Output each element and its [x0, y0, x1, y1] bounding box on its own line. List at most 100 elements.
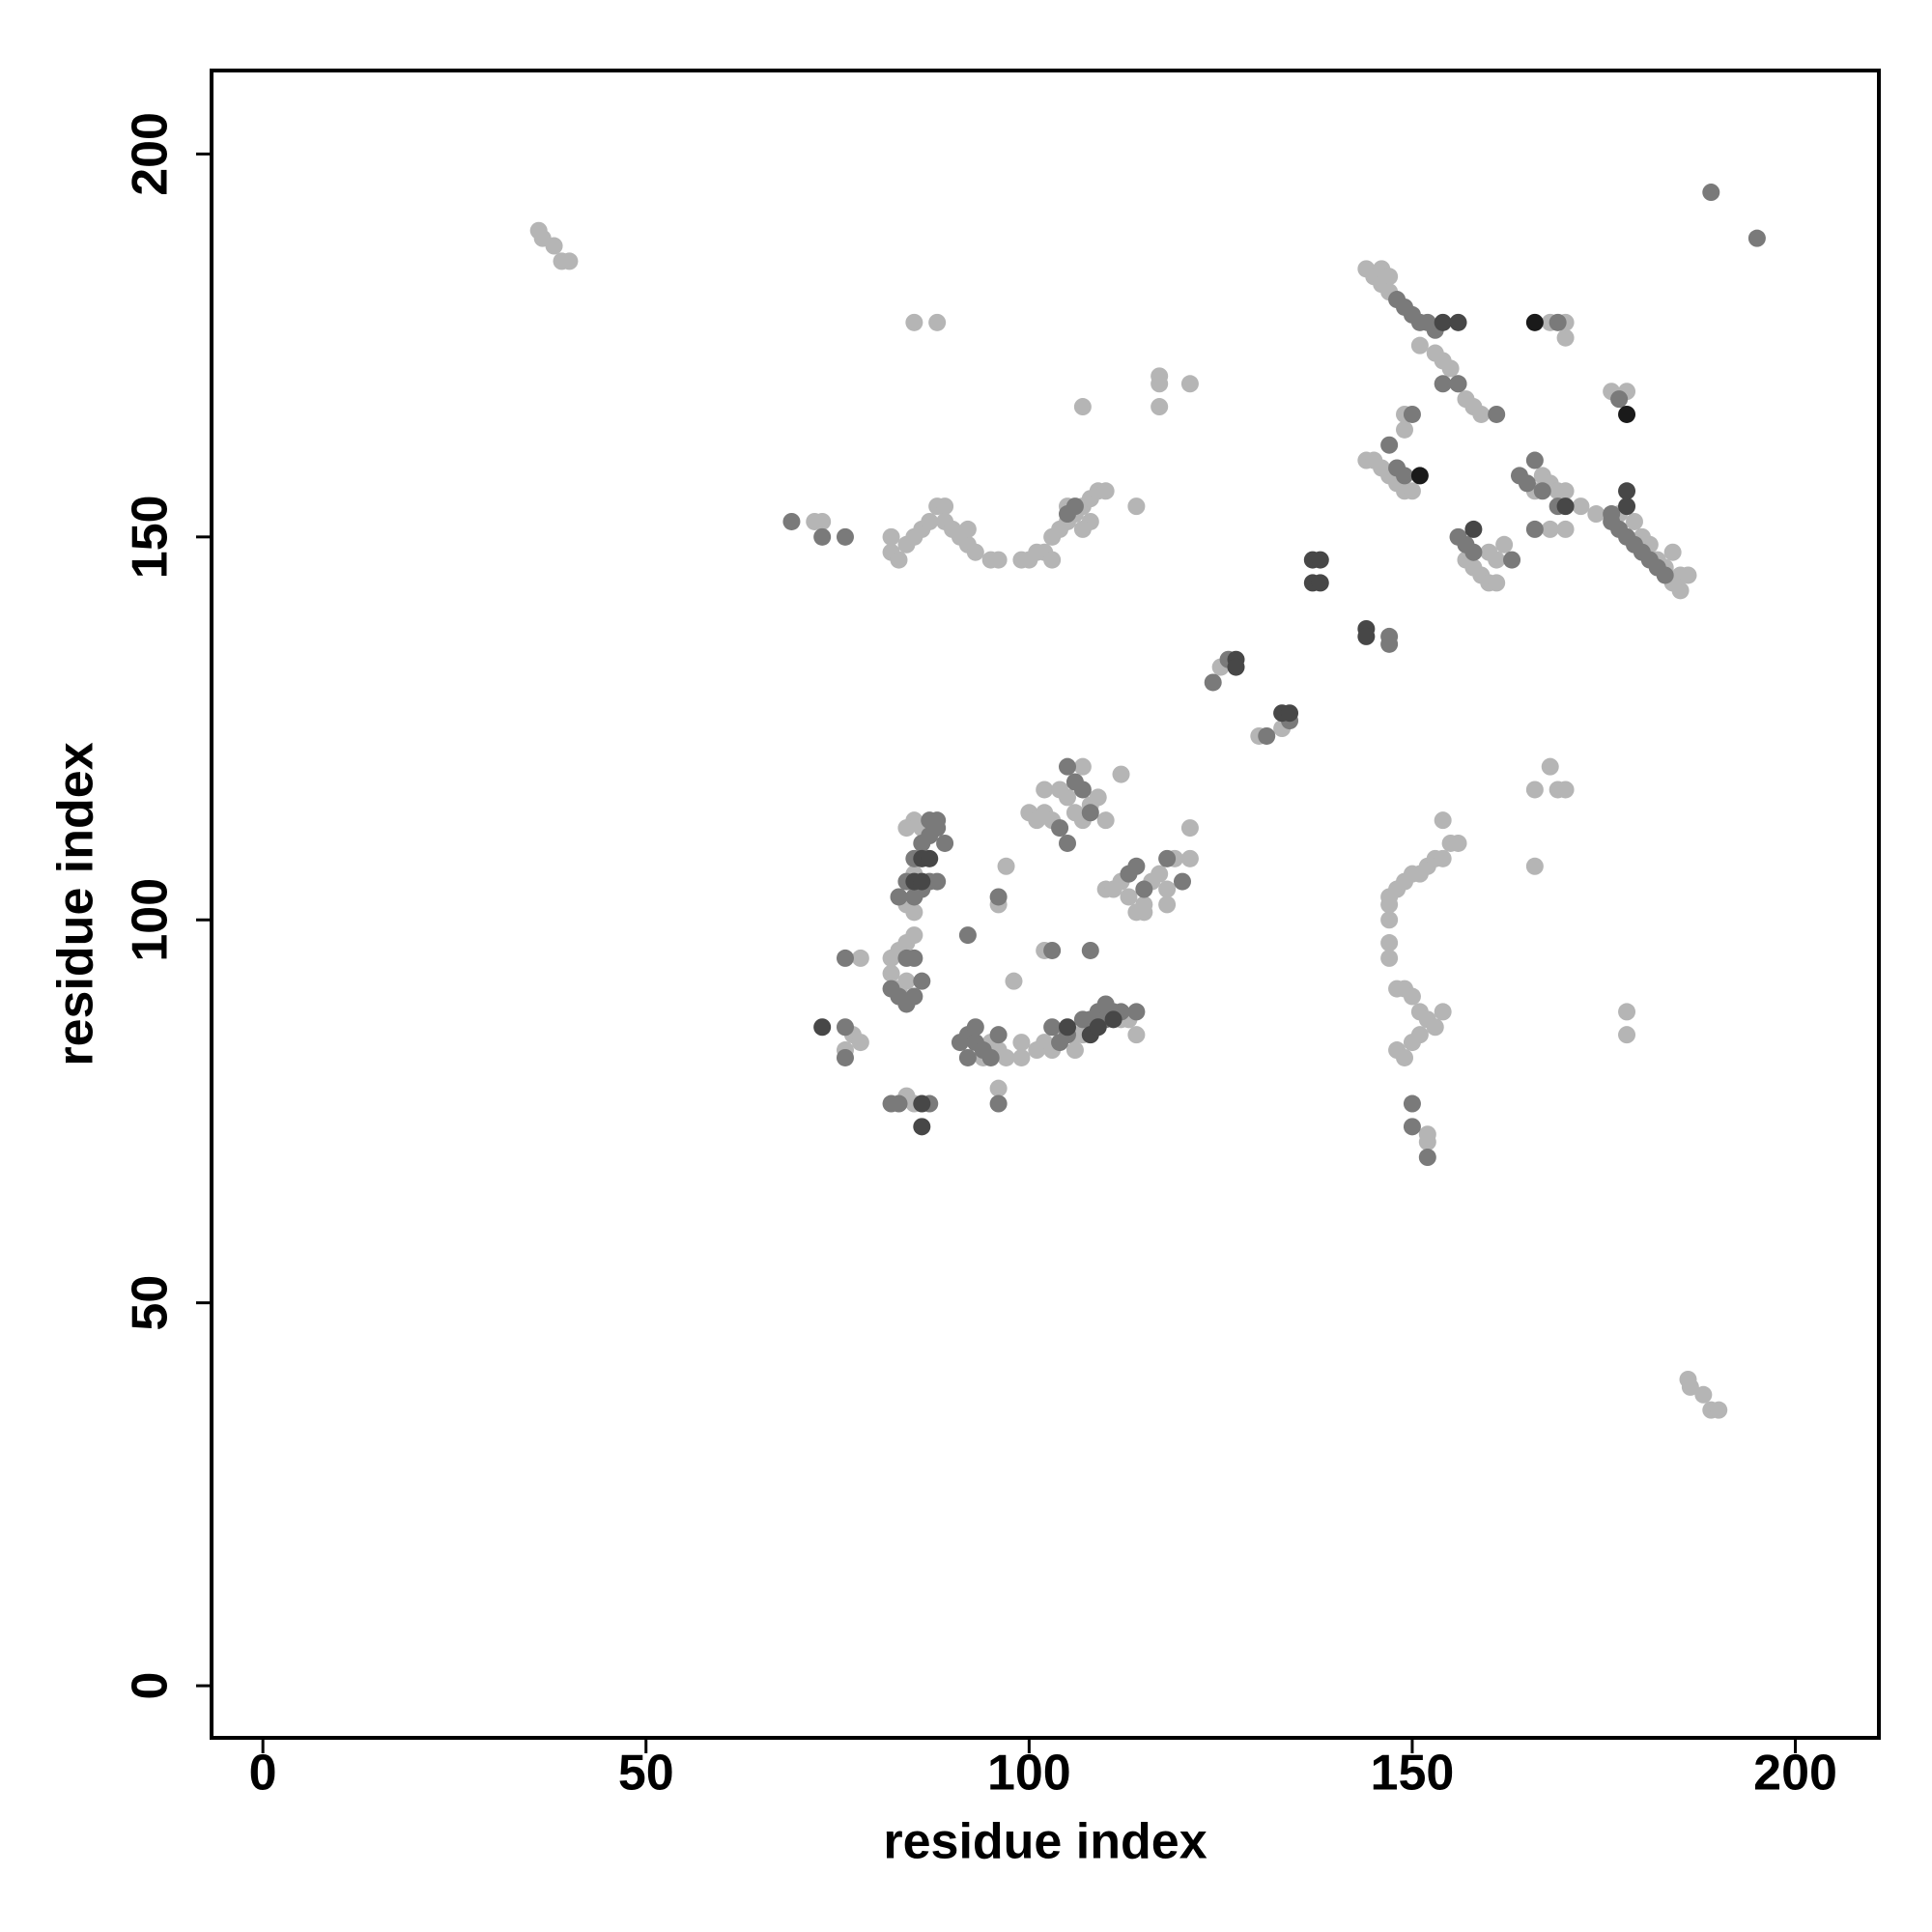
point	[989, 1026, 1008, 1044]
point	[1081, 941, 1099, 959]
point	[1656, 566, 1674, 584]
point	[928, 819, 947, 838]
point	[1418, 1125, 1436, 1144]
point	[1618, 497, 1636, 516]
point	[1426, 1018, 1444, 1037]
point	[1120, 888, 1138, 906]
point	[1548, 313, 1567, 331]
point	[813, 527, 832, 546]
point	[905, 926, 923, 945]
y-axis-title: residue index	[48, 742, 104, 1065]
point	[913, 1094, 931, 1113]
point	[981, 1048, 1000, 1066]
point	[1059, 788, 1077, 807]
point	[1396, 1048, 1414, 1066]
point	[897, 972, 916, 990]
point	[1127, 857, 1146, 875]
point	[1525, 451, 1544, 469]
point	[1396, 420, 1414, 439]
x-tick-label: 200	[1753, 1746, 1837, 1802]
point	[1158, 895, 1177, 914]
point	[1710, 1401, 1728, 1419]
point	[958, 926, 977, 945]
point	[1702, 184, 1720, 202]
x-tick-label: 0	[249, 1746, 277, 1802]
point	[1488, 405, 1506, 423]
point	[1012, 1034, 1031, 1052]
point	[1204, 673, 1222, 692]
point	[1073, 520, 1092, 538]
point	[1396, 467, 1414, 485]
point	[1081, 804, 1099, 822]
point	[928, 872, 947, 891]
point	[958, 1048, 977, 1066]
point	[897, 819, 916, 838]
point	[997, 857, 1015, 875]
point	[890, 888, 908, 906]
point	[1096, 482, 1115, 500]
point	[913, 972, 931, 990]
point	[1089, 788, 1107, 807]
point	[1380, 911, 1399, 929]
point	[1679, 566, 1697, 584]
y-tick-label: 50	[123, 1275, 179, 1331]
point	[1663, 543, 1682, 561]
point	[1434, 811, 1452, 830]
point	[966, 543, 984, 561]
point	[997, 1048, 1015, 1066]
point	[1089, 1018, 1107, 1037]
point	[1525, 857, 1544, 875]
point	[1556, 482, 1575, 500]
point	[1158, 849, 1177, 867]
point	[928, 313, 947, 331]
point	[989, 1094, 1008, 1113]
point	[1525, 313, 1544, 331]
point	[958, 520, 977, 538]
x-tick-label: 50	[618, 1746, 674, 1802]
point	[1158, 880, 1177, 898]
point	[921, 849, 939, 867]
point	[882, 964, 900, 982]
point	[836, 949, 854, 967]
point	[1127, 497, 1146, 516]
point	[1380, 934, 1399, 952]
point	[813, 1018, 832, 1037]
point	[1403, 482, 1421, 500]
point	[1127, 1026, 1146, 1044]
point	[1449, 834, 1467, 852]
point	[921, 512, 939, 530]
point	[905, 949, 923, 967]
y-tick-label: 0	[123, 1672, 179, 1700]
point	[1135, 880, 1153, 898]
y-tick-label: 150	[123, 495, 179, 579]
point	[1403, 405, 1421, 423]
point	[1380, 949, 1399, 967]
point	[1051, 819, 1069, 838]
point	[1434, 849, 1452, 867]
point	[1488, 551, 1506, 569]
point	[936, 834, 954, 852]
point	[1525, 781, 1544, 799]
point	[1380, 436, 1399, 454]
point	[1227, 658, 1245, 676]
point	[1533, 482, 1551, 500]
point	[1104, 1010, 1122, 1029]
point	[1618, 482, 1636, 500]
point	[882, 949, 900, 967]
x-axis-title: residue index	[883, 1814, 1207, 1870]
point	[1180, 849, 1199, 867]
point	[989, 888, 1008, 906]
point	[560, 252, 579, 270]
point	[1434, 375, 1452, 393]
point	[1380, 635, 1399, 653]
point	[905, 987, 923, 1006]
point	[1618, 1003, 1636, 1021]
point	[1618, 405, 1636, 423]
point	[882, 527, 900, 546]
point	[1434, 313, 1452, 331]
point	[1464, 520, 1483, 538]
plot-frame	[210, 69, 1881, 1740]
point	[1747, 229, 1766, 247]
point	[1043, 551, 1062, 569]
point	[1073, 757, 1092, 776]
